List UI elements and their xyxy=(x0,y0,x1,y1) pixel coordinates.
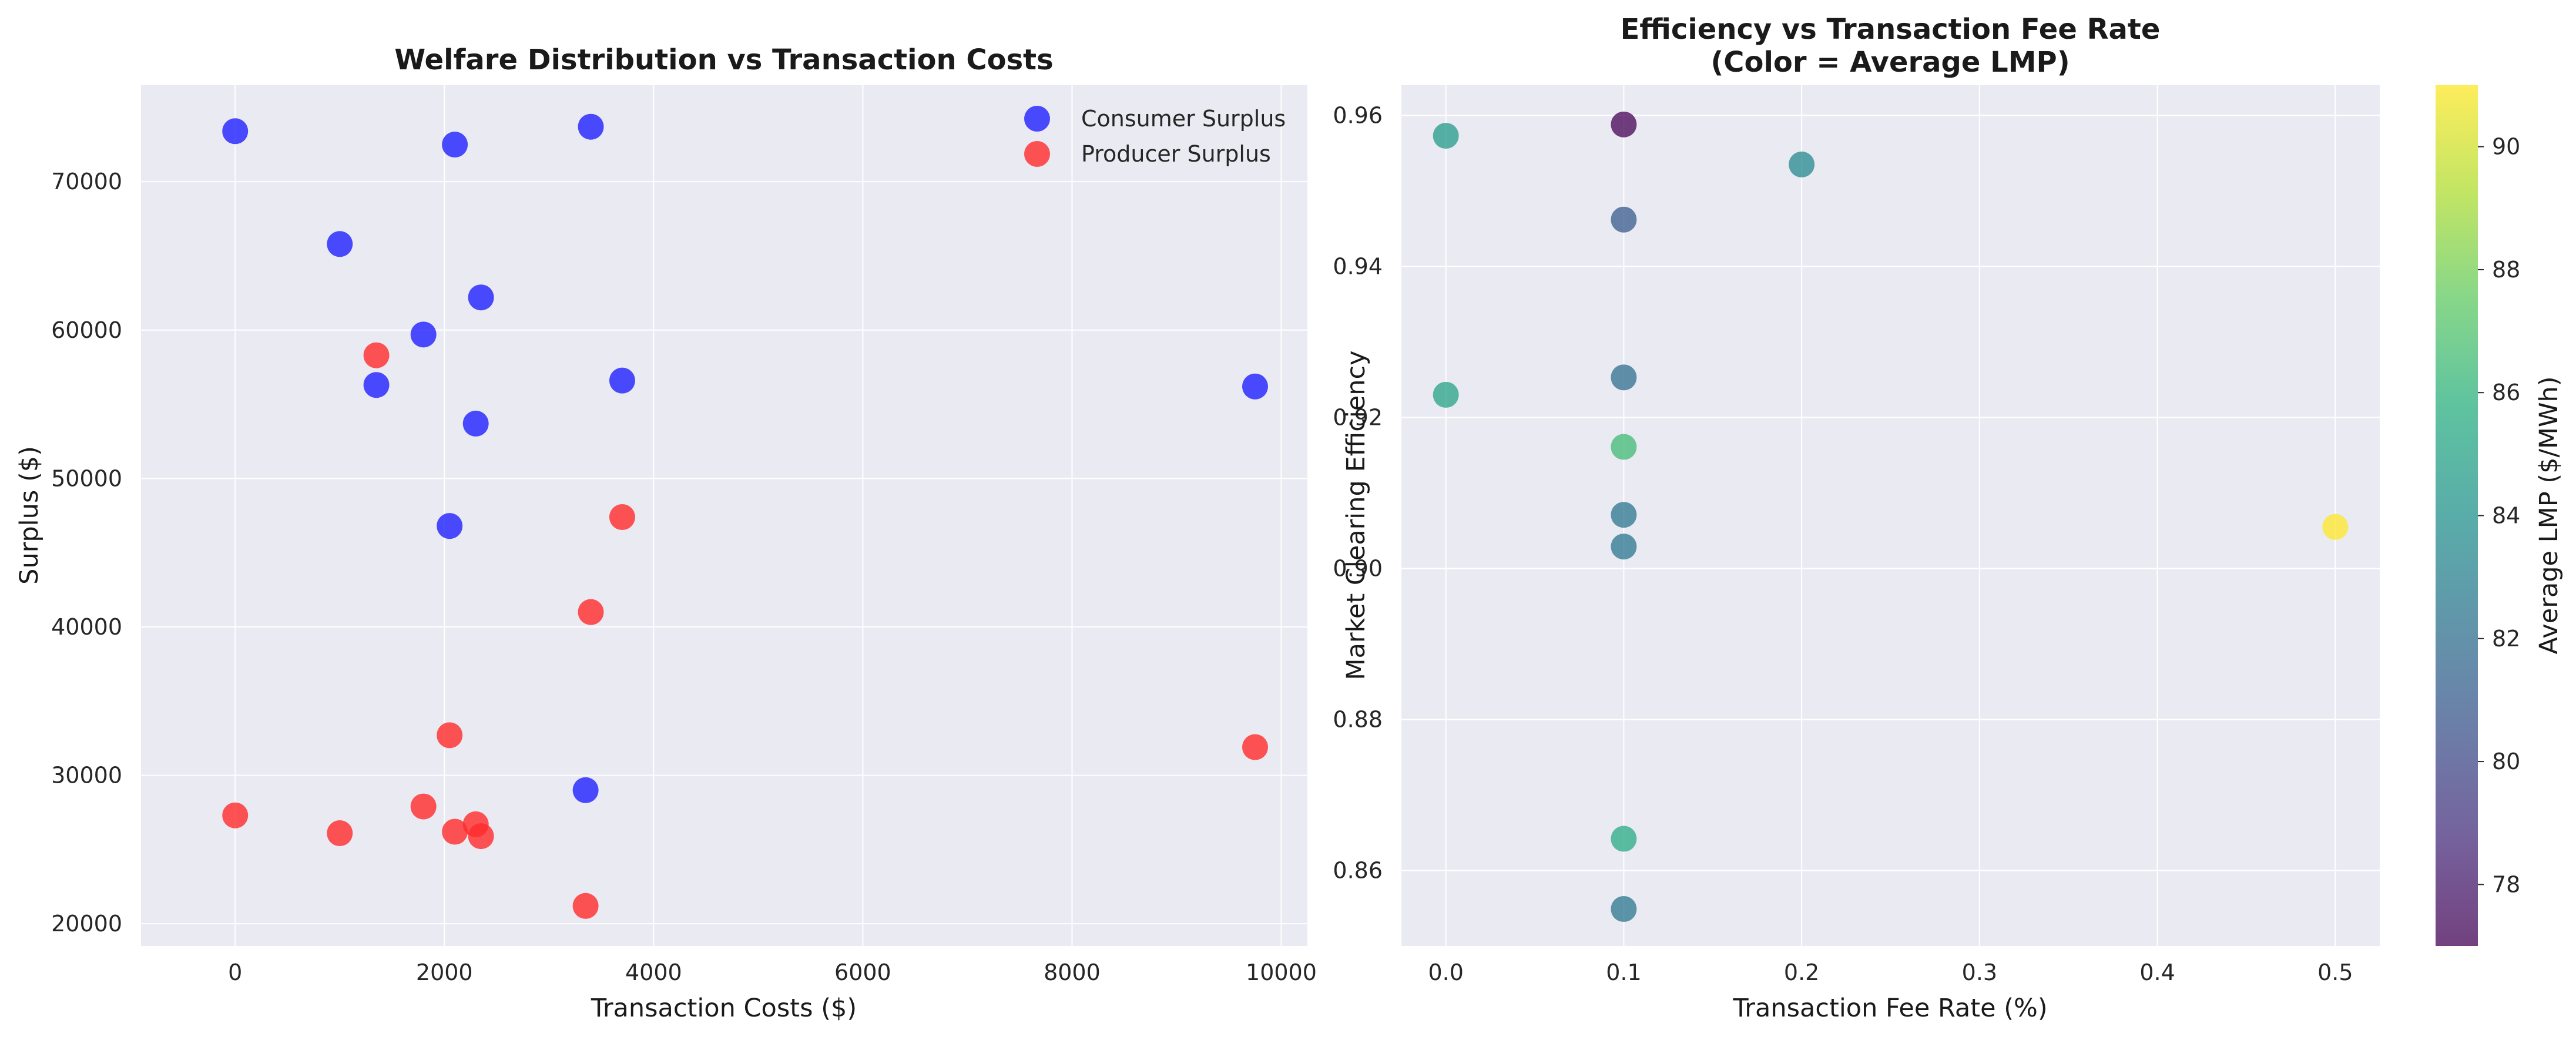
consumer-surplus-point xyxy=(462,410,489,437)
producer-surplus-point xyxy=(442,818,468,845)
efficiency-chart-subtitle: (Color = Average LMP) xyxy=(1710,46,2069,79)
producer-surplus-point xyxy=(578,599,604,625)
efficiency-x-tick-label: 0.0 xyxy=(1428,960,1463,985)
welfare-x-tick-label: 10000 xyxy=(1246,960,1317,985)
colorbar-tick-label: 80 xyxy=(2492,749,2520,774)
welfare-x-tick-label: 8000 xyxy=(1044,960,1101,985)
producer-surplus-point xyxy=(572,893,599,919)
welfare-chart-title: Welfare Distribution vs Transaction Cost… xyxy=(394,43,1053,76)
efficiency-y-tick-label: 0.88 xyxy=(1333,706,1383,732)
consumer-surplus-point xyxy=(327,231,353,257)
welfare-y-tick-label: 20000 xyxy=(51,911,122,937)
colorbar-tick-label: 82 xyxy=(2492,626,2520,652)
efficiency-plot-area xyxy=(1401,85,2380,946)
welfare-y-axis-label: Surplus ($) xyxy=(15,446,44,585)
efficiency-tick-labels: 0.0 0.1 0.2 0.3 0.4 0.5 0.86 0.88 0.90 0.92 0.94 0.… xyxy=(1333,102,2353,985)
efficiency-point xyxy=(1433,381,1459,408)
welfare-x-tick-label: 6000 xyxy=(834,960,891,985)
legend-label-consumer: Consumer Surplus xyxy=(1081,106,1286,132)
consumer-surplus-point xyxy=(222,118,249,145)
welfare-x-tick-label: 4000 xyxy=(625,960,682,985)
efficiency-x-tick-label: 0.3 xyxy=(1962,960,1997,985)
efficiency-y-tick-label: 0.96 xyxy=(1333,102,1383,128)
welfare-legend: Consumer Surplus Producer Surplus xyxy=(1024,106,1286,167)
welfare-x-tick-label: 0 xyxy=(228,960,242,985)
efficiency-points xyxy=(1433,111,2349,922)
colorbar-tick-label: 78 xyxy=(2492,871,2520,897)
producer-surplus-point xyxy=(1242,734,1268,760)
legend-marker-consumer xyxy=(1024,106,1050,132)
efficiency-x-axis-label: Transaction Fee Rate (%) xyxy=(1732,994,2047,1023)
producer-surplus-point xyxy=(468,823,494,850)
efficiency-x-tick-label: 0.4 xyxy=(2139,960,2175,985)
efficiency-y-tick-label: 0.92 xyxy=(1333,404,1383,430)
welfare-grid xyxy=(141,85,1307,946)
efficiency-y-tick-label: 0.90 xyxy=(1333,555,1383,581)
efficiency-point xyxy=(1433,123,1459,149)
consumer-surplus-point xyxy=(437,513,463,539)
consumer-surplus-point xyxy=(410,321,437,348)
consumer-surplus-point xyxy=(1242,373,1268,400)
producer-surplus-point xyxy=(609,504,635,531)
consumer-surplus-point xyxy=(363,372,390,398)
colorbar-tick-labels: 78 80 82 84 86 88 90 xyxy=(2478,134,2520,897)
producer-surplus-point xyxy=(363,342,390,368)
welfare-plot-area xyxy=(141,85,1307,946)
legend-label-producer: Producer Surplus xyxy=(1081,141,1271,167)
colorbar xyxy=(2436,85,2478,946)
welfare-y-tick-label: 40000 xyxy=(51,614,122,640)
producer-surplus-point xyxy=(327,820,353,847)
welfare-y-tick-label: 60000 xyxy=(51,317,122,343)
producer-surplus-point xyxy=(222,802,249,828)
welfare-points xyxy=(222,113,1268,919)
efficiency-point xyxy=(1611,364,1637,391)
efficiency-x-tick-label: 0.1 xyxy=(1606,960,1641,985)
legend-marker-producer xyxy=(1024,141,1050,167)
efficiency-point xyxy=(2322,514,2349,540)
efficiency-chart-title: Efficiency vs Transaction Fee Rate xyxy=(1621,13,2161,46)
efficiency-point xyxy=(1611,826,1637,852)
efficiency-y-axis-label: Market Clearing Efficiency xyxy=(1341,350,1371,680)
efficiency-x-tick-label: 0.5 xyxy=(2317,960,2353,985)
efficiency-point xyxy=(1611,111,1637,137)
efficiency-point xyxy=(1611,502,1637,528)
efficiency-y-tick-label: 0.86 xyxy=(1333,857,1383,883)
colorbar-tick-label: 90 xyxy=(2492,134,2520,160)
welfare-tick-labels: 0 2000 4000 6000 8000 10000 20000 30000 40000 500… xyxy=(51,169,1317,985)
producer-surplus-point xyxy=(410,793,437,820)
efficiency-point xyxy=(1611,206,1637,233)
efficiency-point xyxy=(1611,534,1637,560)
efficiency-point xyxy=(1611,434,1637,460)
welfare-chart: 0 2000 4000 6000 8000 10000 20000 30000 40000 500… xyxy=(15,43,1317,1023)
consumer-surplus-point xyxy=(609,367,635,394)
consumer-surplus-point xyxy=(572,777,599,803)
efficiency-x-tick-label: 0.2 xyxy=(1784,960,1819,985)
producer-surplus-point xyxy=(437,722,463,749)
consumer-surplus-point xyxy=(578,113,604,140)
colorbar-label: Average LMP ($/MWh) xyxy=(2534,376,2564,654)
welfare-y-tick-label: 30000 xyxy=(51,763,122,789)
welfare-x-axis-label: Transaction Costs ($) xyxy=(591,994,857,1023)
colorbar-tick-label: 84 xyxy=(2492,503,2520,529)
welfare-y-tick-label: 70000 xyxy=(51,169,122,194)
consumer-surplus-point xyxy=(468,284,494,311)
efficiency-y-tick-label: 0.94 xyxy=(1333,253,1383,279)
welfare-x-tick-label: 2000 xyxy=(416,960,473,985)
efficiency-point xyxy=(1611,896,1637,922)
welfare-y-tick-label: 50000 xyxy=(51,465,122,491)
efficiency-chart: 0.0 0.1 0.2 0.3 0.4 0.5 0.86 0.88 0.90 0.92 0.94 0.… xyxy=(1333,13,2564,1023)
colorbar-tick-label: 88 xyxy=(2492,257,2520,283)
efficiency-point xyxy=(1789,151,1815,177)
colorbar-tick-label: 86 xyxy=(2492,380,2520,405)
consumer-surplus-point xyxy=(442,132,468,158)
